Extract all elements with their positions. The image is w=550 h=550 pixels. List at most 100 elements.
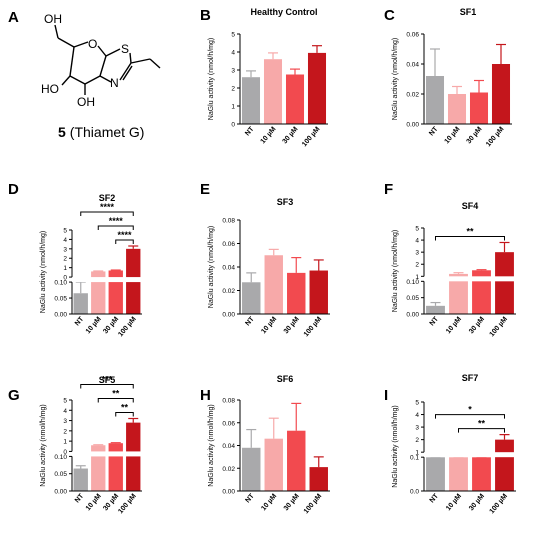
chart-title: SF5 — [99, 375, 116, 385]
y-tick-label: 1 — [231, 104, 235, 111]
y-tick-label: 1 — [63, 265, 67, 272]
y-axis-label: NaGlu activity (nmol/h/mg) — [392, 38, 399, 120]
bar — [242, 447, 261, 491]
significance-bracket — [80, 384, 134, 389]
bar — [491, 64, 511, 124]
significance-label: **** — [100, 202, 115, 212]
x-tick-label: 100 µM — [301, 126, 322, 149]
axis-break-gap — [73, 277, 143, 283]
x-tick-label: 30 µM — [282, 126, 300, 146]
y-tick-label: 0.1 — [410, 455, 419, 462]
chart-title: SF3 — [277, 197, 294, 207]
x-tick-label: 100 µM — [117, 493, 138, 516]
x-tick-label: 10 µM — [260, 493, 278, 513]
bar — [425, 76, 445, 124]
y-tick-label: 3 — [415, 250, 419, 257]
bar — [285, 74, 305, 124]
y-tick-label: 2 — [415, 262, 419, 269]
panel-letter-e: E — [200, 181, 210, 198]
y-tick-label: 0.04 — [222, 265, 235, 272]
bar — [307, 52, 327, 124]
x-tick-label: 10 µM — [445, 316, 463, 336]
y-tick-label: 0.02 — [406, 92, 419, 99]
significance-label: ** — [466, 226, 474, 236]
y-tick-label: 5 — [415, 400, 419, 407]
x-tick-label: 30 µM — [283, 316, 301, 336]
y-tick-label: 3 — [231, 68, 235, 75]
y-tick-label: 0.06 — [222, 420, 235, 427]
bar — [495, 439, 514, 491]
x-tick-label: 30 µM — [468, 316, 486, 336]
x-tick-label: 100 µM — [489, 316, 510, 339]
y-tick-label: 0.10 — [406, 279, 419, 286]
x-tick-label: 10 µM — [85, 493, 103, 513]
chart-title: SF7 — [462, 373, 479, 383]
y-tick-label: 4 — [415, 238, 419, 245]
bar — [472, 457, 491, 491]
y-tick-label: 0.00 — [54, 312, 67, 319]
y-tick-label: 0.06 — [406, 32, 419, 39]
bar — [287, 272, 306, 314]
x-tick-label: 100 µM — [303, 316, 324, 339]
x-tick-label: NT — [429, 315, 441, 327]
panel-g: G SF5 NaGlu activity (nmol/h/mg) 0.00 0.05 0.… — [8, 375, 143, 516]
x-tick-label: 10 µM — [260, 316, 278, 336]
y-tick-label: 0.00 — [406, 312, 419, 319]
bar — [449, 457, 468, 491]
y-tick-label: 0.08 — [222, 398, 235, 405]
y-tick-label: 0.08 — [222, 218, 235, 225]
y-tick-label: 1 — [415, 450, 419, 457]
bar — [447, 94, 467, 124]
compound-label: 5 (Thiamet G) — [58, 124, 144, 140]
y-tick-label: 5 — [63, 398, 67, 405]
panel-f: F SF4 NaGlu activity (nmol/h/mg) 0.00 0.05 0.… — [384, 181, 517, 338]
bar — [108, 443, 123, 491]
axis-break-gap — [425, 452, 517, 458]
y-axis-label: NaGlu activity (nmol/h/mg) — [208, 226, 215, 308]
panel-e: E SF3 NaGlu activity (nmol/h/mg) 0.00 0.02 0.… — [200, 181, 330, 338]
x-tick-label: NT — [74, 492, 86, 504]
bar — [426, 305, 445, 314]
panel-h: H SF6 NaGlu activity (nmol/h/mg) 0.00 0.02 0.… — [200, 374, 330, 515]
bar — [242, 282, 261, 314]
y-tick-label: 0.00 — [222, 489, 235, 496]
bar — [126, 422, 141, 491]
significance-bracket — [97, 398, 134, 403]
x-tick-label: 10 µM — [444, 126, 462, 146]
compound-name: (Thiamet G) — [70, 124, 145, 140]
panel-letter-b: B — [200, 7, 211, 24]
panel-letter-d: D — [8, 181, 19, 198]
y-tick-label: 0 — [63, 449, 67, 456]
atom-ho-left: HO — [41, 82, 59, 96]
y-axis-label: NaGlu activity (nmol/h/mg) — [40, 404, 47, 486]
significance-label: **** — [109, 216, 124, 226]
x-tick-label: 100 µM — [117, 316, 138, 339]
axis-break-gap — [425, 276, 517, 282]
panel-i: I SF7 NaGlu activity (nmol/h/mg) 0.0 0.11 2 3 4… — [384, 373, 517, 515]
x-tick-label: 30 µM — [283, 493, 301, 513]
y-tick-label: 0 — [63, 275, 67, 282]
bar — [426, 457, 445, 491]
y-tick-label: 0.00 — [406, 122, 419, 129]
y-tick-label: 0.10 — [54, 454, 67, 461]
y-axis-label: NaGlu activity (nmol/h/mg) — [208, 404, 215, 486]
panel-c: C SF1 NaGlu activity (nmol/h/mg) 0.00 0.02 0.… — [384, 7, 512, 148]
y-tick-label: 1 — [63, 439, 67, 446]
axis-break-gap — [73, 451, 143, 457]
y-tick-label: 0.04 — [222, 443, 235, 450]
y-tick-label: 0.02 — [222, 466, 235, 473]
y-tick-label: 0.04 — [406, 62, 419, 69]
bar — [264, 255, 283, 314]
bar — [241, 77, 261, 124]
y-tick-label: 3 — [63, 418, 67, 425]
y-tick-label: 0.05 — [54, 471, 67, 478]
bar — [264, 438, 283, 491]
y-tick-label: 2 — [63, 428, 67, 435]
panel-letter-c: C — [384, 7, 395, 24]
y-tick-label: 0 — [231, 122, 235, 129]
bar — [449, 273, 468, 314]
significance-bracket — [115, 412, 134, 417]
y-tick-label: 1 — [415, 274, 419, 281]
y-axis-label: NaGlu activity (nmol/h/mg) — [40, 231, 47, 313]
chart-title: SF6 — [277, 374, 294, 384]
